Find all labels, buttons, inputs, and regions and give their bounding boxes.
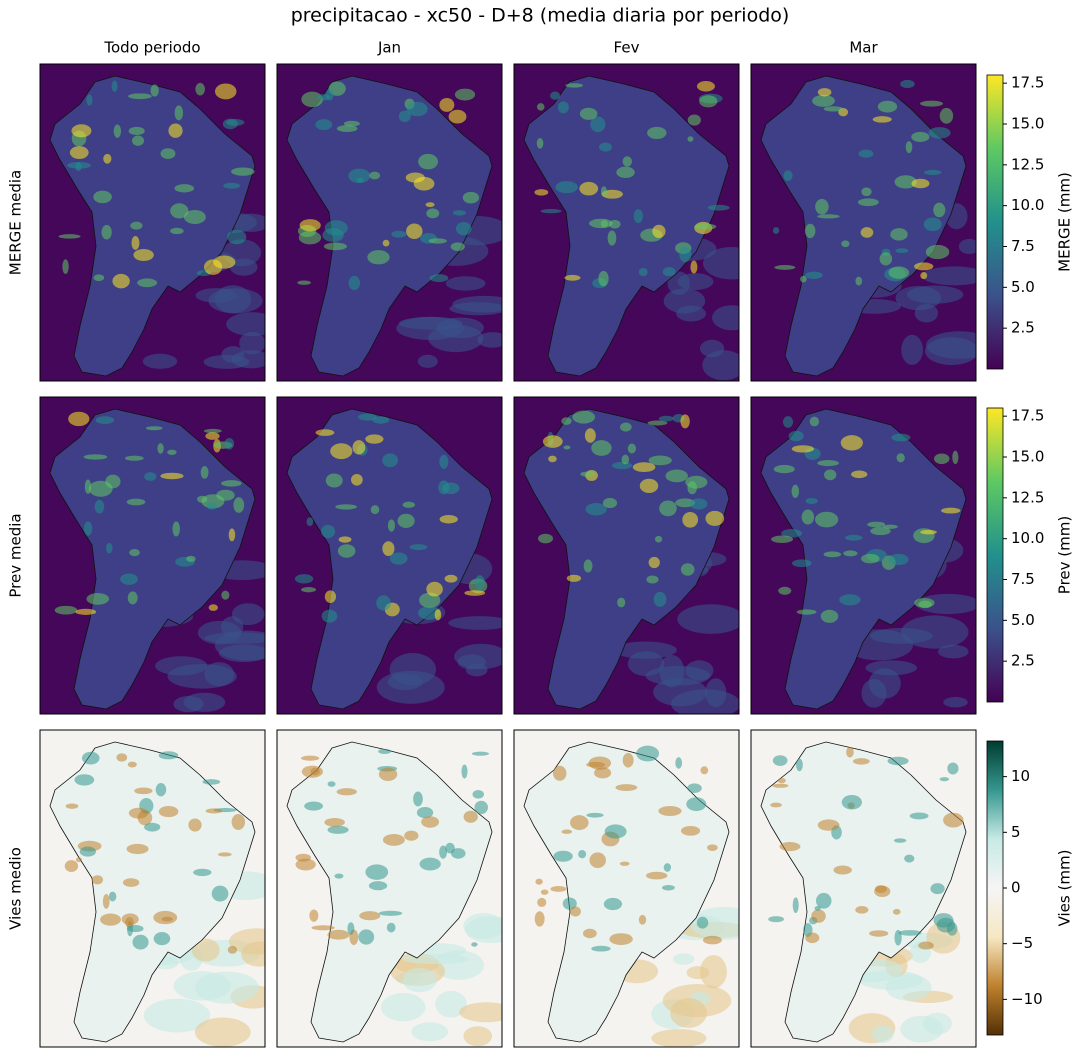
- map-panel: [513, 729, 740, 1048]
- colorbar-tick-label: 10.0: [1011, 529, 1044, 547]
- colorbar-tick-label: 5.0: [1011, 611, 1035, 629]
- map-panel: [276, 729, 503, 1048]
- map-panel: [513, 63, 740, 382]
- map-panel: [39, 729, 266, 1048]
- colorbar-tick-label: 2.5: [1011, 319, 1035, 337]
- colorbar: [986, 74, 1004, 370]
- map-panel: [513, 396, 740, 715]
- panel-frame: [39, 729, 266, 1048]
- colorbar-tick-label: 5.0: [1011, 278, 1035, 296]
- panel-frame: [39, 63, 266, 382]
- colorbar-tick-label: −10: [1011, 990, 1043, 1008]
- colorbar-tick-label: 12.5: [1011, 155, 1044, 173]
- colorbar-label: Prev (mm): [1056, 516, 1074, 594]
- map-panel: [276, 63, 503, 382]
- map-panel: [750, 729, 977, 1048]
- panel-frame: [276, 396, 503, 715]
- colorbar: [986, 740, 1004, 1036]
- map-panel: [750, 63, 977, 382]
- column-title: Mar: [849, 39, 878, 57]
- colorbar-tick-label: 10.0: [1011, 196, 1044, 214]
- colorbar-tick-label: 2.5: [1011, 652, 1035, 670]
- panel-frame: [750, 63, 977, 382]
- map-panel: [276, 396, 503, 715]
- colorbar: [986, 407, 1004, 703]
- colorbar-tick-label: 15.0: [1011, 448, 1044, 466]
- panel-frame: [513, 63, 740, 382]
- colorbar-label: MERGE (mm): [1056, 172, 1074, 272]
- panel-frame: [750, 729, 977, 1048]
- colorbar-tick-label: −5: [1011, 934, 1033, 952]
- panel-frame: [276, 729, 503, 1048]
- colorbar-tick-label: 7.5: [1011, 570, 1035, 588]
- colorbar-tick-label: 10: [1011, 767, 1030, 785]
- colorbar-tick-label: 5: [1011, 823, 1021, 841]
- column-title: Todo periodo: [103, 39, 200, 57]
- row-label: MERGE media: [7, 170, 25, 275]
- panel-frame: [750, 396, 977, 715]
- column-title: Jan: [377, 39, 401, 57]
- colorbar-tick-label: 17.5: [1011, 407, 1044, 425]
- colorbar-tick-label: 7.5: [1011, 237, 1035, 255]
- map-panel: [750, 396, 977, 715]
- column-title: Fev: [614, 39, 640, 57]
- panel-frame: [276, 63, 503, 382]
- colorbar-tick-label: 15.0: [1011, 115, 1044, 133]
- figure-title: precipitacao - xc50 - D+8 (media diaria …: [291, 5, 790, 27]
- row-label: Prev media: [7, 513, 25, 597]
- colorbar-tick-label: 12.5: [1011, 488, 1044, 506]
- colorbar-label: Vies (mm): [1056, 850, 1074, 927]
- map-panel: [39, 63, 266, 382]
- panel-frame: [513, 396, 740, 715]
- row-label: Vies medio: [7, 847, 25, 930]
- colorbar-tick-label: 0: [1011, 879, 1021, 897]
- panel-frame: [513, 729, 740, 1048]
- colorbar-tick-label: 17.5: [1011, 74, 1044, 92]
- panel-frame: [39, 396, 266, 715]
- map-panel: [39, 396, 266, 715]
